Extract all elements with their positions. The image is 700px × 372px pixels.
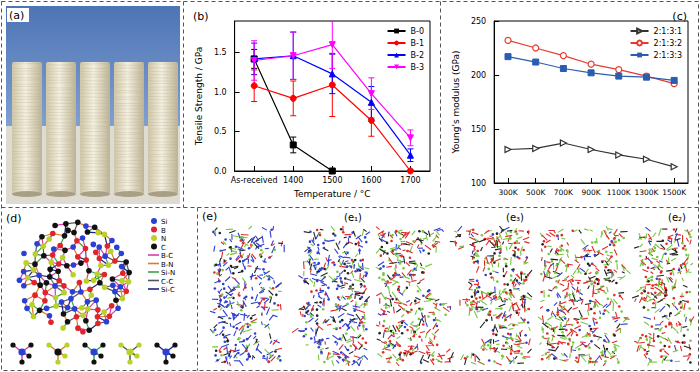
svg-text:C-C: C-C	[161, 278, 173, 286]
svg-text:Temperature / °C: Temperature / °C	[293, 189, 371, 199]
svg-text:B-N: B-N	[161, 261, 174, 269]
svg-text:200: 200	[471, 71, 486, 80]
svg-text:(e₃): (e₃)	[506, 212, 524, 223]
svg-text:B-1: B-1	[411, 39, 424, 48]
svg-text:1100K: 1100K	[607, 188, 632, 197]
svg-text:0.5: 0.5	[214, 127, 227, 136]
svg-text:Si-N: Si-N	[161, 269, 175, 277]
svg-text:1.5: 1.5	[214, 48, 227, 57]
svg-text:500K: 500K	[526, 188, 546, 197]
svg-text:250: 250	[471, 17, 486, 26]
svg-text:B-2: B-2	[411, 51, 424, 60]
svg-text:900K: 900K	[581, 188, 601, 197]
svg-text:2:1:3:1: 2:1:3:1	[654, 27, 682, 36]
svg-text:1300K: 1300K	[634, 188, 659, 197]
svg-text:B: B	[161, 227, 166, 235]
svg-text:C: C	[161, 244, 166, 252]
svg-text:1600: 1600	[361, 176, 381, 185]
svg-text:As-received: As-received	[231, 176, 278, 185]
svg-text:2:1:3:3: 2:1:3:3	[654, 51, 682, 60]
svg-text:(d): (d)	[6, 212, 22, 225]
svg-text:(c): (c)	[672, 10, 687, 23]
svg-text:Si-C: Si-C	[161, 286, 175, 294]
svg-text:1700: 1700	[400, 176, 420, 185]
svg-text:300K: 300K	[498, 188, 518, 197]
svg-text:B-3: B-3	[411, 63, 424, 72]
svg-text:700K: 700K	[554, 188, 574, 197]
svg-text:150: 150	[471, 125, 486, 134]
svg-text:2:1:3:2: 2:1:3:2	[654, 39, 682, 48]
svg-text:0.0: 0.0	[214, 167, 227, 176]
svg-text:B-C: B-C	[161, 252, 173, 260]
svg-text:(e₂): (e₂)	[668, 212, 686, 223]
svg-text:100: 100	[471, 179, 486, 188]
svg-text:(e): (e)	[202, 210, 217, 223]
svg-text:(b): (b)	[193, 10, 209, 23]
svg-text:B-0: B-0	[411, 27, 424, 36]
svg-text:1500: 1500	[322, 176, 342, 185]
svg-text:Tensile Strength / GPa: Tensile Strength / GPa	[194, 47, 204, 147]
svg-text:1.0: 1.0	[214, 88, 227, 97]
svg-text:N: N	[161, 235, 166, 243]
svg-text:1500K: 1500K	[662, 188, 687, 197]
svg-text:(a): (a)	[9, 9, 24, 22]
svg-text:Young's modulus (GPa): Young's modulus (GPa)	[451, 51, 461, 155]
svg-text:1400: 1400	[283, 176, 303, 185]
svg-text:Si: Si	[161, 218, 167, 226]
svg-text:(e₁): (e₁)	[344, 212, 362, 223]
